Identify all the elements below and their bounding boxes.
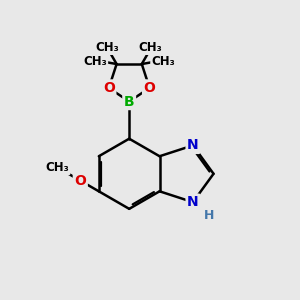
Text: CH₃: CH₃ [45, 161, 69, 174]
Text: CH₃: CH₃ [96, 40, 120, 54]
Text: H: H [204, 209, 214, 222]
Text: O: O [144, 81, 155, 95]
Text: N: N [187, 195, 199, 209]
Text: CH₃: CH₃ [83, 55, 107, 68]
Text: CH₃: CH₃ [152, 55, 176, 68]
Text: N: N [187, 138, 199, 152]
Text: CH₃: CH₃ [139, 40, 163, 54]
Text: O: O [103, 81, 115, 95]
Text: B: B [124, 94, 134, 109]
Text: O: O [74, 174, 86, 188]
